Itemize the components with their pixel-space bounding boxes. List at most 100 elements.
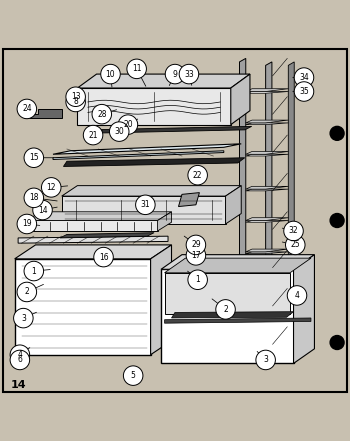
Circle shape	[101, 64, 120, 84]
Circle shape	[66, 92, 85, 112]
Text: 34: 34	[299, 73, 309, 82]
Text: 14: 14	[38, 206, 47, 214]
Polygon shape	[25, 109, 62, 118]
Polygon shape	[158, 212, 172, 231]
Polygon shape	[246, 154, 288, 156]
Polygon shape	[246, 318, 288, 320]
Circle shape	[24, 188, 43, 208]
Polygon shape	[77, 88, 231, 125]
Polygon shape	[246, 287, 288, 288]
Circle shape	[124, 366, 143, 385]
Polygon shape	[53, 151, 224, 160]
Circle shape	[286, 235, 305, 254]
Polygon shape	[15, 259, 150, 355]
Circle shape	[14, 308, 33, 328]
Text: 9: 9	[173, 70, 177, 78]
Polygon shape	[27, 212, 171, 220]
Text: 4: 4	[18, 350, 22, 359]
Polygon shape	[239, 58, 246, 362]
Polygon shape	[18, 236, 168, 243]
Text: 31: 31	[141, 200, 150, 209]
Circle shape	[10, 350, 30, 370]
Text: 30: 30	[114, 127, 124, 136]
Text: 15: 15	[29, 153, 38, 162]
Text: 22: 22	[193, 171, 202, 179]
Polygon shape	[294, 254, 314, 363]
Polygon shape	[62, 186, 241, 196]
Circle shape	[24, 261, 43, 281]
Text: 13: 13	[71, 92, 80, 101]
Circle shape	[17, 282, 37, 302]
Text: 19: 19	[22, 220, 32, 228]
Text: 35: 35	[299, 87, 309, 96]
Polygon shape	[172, 312, 294, 318]
Text: 18: 18	[29, 193, 38, 202]
Circle shape	[294, 82, 314, 101]
Circle shape	[179, 64, 199, 84]
Polygon shape	[161, 269, 294, 363]
Text: 3: 3	[21, 314, 26, 323]
Text: 16: 16	[99, 253, 108, 262]
Polygon shape	[164, 273, 290, 314]
Text: 14: 14	[11, 380, 27, 389]
Polygon shape	[246, 220, 288, 222]
Polygon shape	[231, 74, 250, 125]
Circle shape	[66, 87, 85, 107]
Text: 5: 5	[131, 371, 135, 380]
Polygon shape	[246, 350, 288, 353]
Text: 12: 12	[47, 183, 56, 192]
Circle shape	[287, 286, 307, 305]
Polygon shape	[77, 74, 250, 88]
Text: 20: 20	[123, 120, 133, 129]
Polygon shape	[246, 353, 288, 355]
Circle shape	[330, 336, 344, 349]
Circle shape	[284, 221, 303, 241]
Polygon shape	[246, 89, 288, 92]
Circle shape	[110, 122, 129, 142]
Text: 8: 8	[73, 97, 78, 106]
Circle shape	[83, 125, 103, 145]
Polygon shape	[150, 245, 172, 355]
Polygon shape	[225, 186, 241, 224]
Text: 24: 24	[22, 105, 32, 113]
Text: 29: 29	[191, 240, 201, 250]
Polygon shape	[246, 187, 288, 189]
Polygon shape	[246, 189, 288, 191]
Circle shape	[10, 345, 30, 364]
Polygon shape	[15, 245, 172, 259]
Polygon shape	[246, 284, 288, 287]
Polygon shape	[53, 144, 241, 154]
Polygon shape	[246, 151, 288, 154]
Text: 28: 28	[97, 110, 106, 119]
Circle shape	[17, 99, 37, 119]
Text: 17: 17	[191, 251, 201, 260]
Circle shape	[165, 64, 185, 84]
Circle shape	[135, 195, 155, 215]
Text: 3: 3	[263, 355, 268, 364]
Polygon shape	[288, 62, 294, 355]
Text: 1: 1	[195, 275, 200, 284]
Polygon shape	[178, 193, 199, 206]
Text: 33: 33	[184, 70, 194, 78]
Text: 11: 11	[132, 64, 141, 73]
Polygon shape	[62, 196, 225, 224]
Text: 2: 2	[223, 305, 228, 314]
Polygon shape	[161, 254, 314, 269]
Polygon shape	[164, 318, 311, 323]
Text: 25: 25	[290, 240, 300, 250]
Polygon shape	[246, 249, 288, 252]
Text: 32: 32	[289, 227, 298, 235]
Polygon shape	[164, 258, 311, 273]
Circle shape	[330, 127, 344, 140]
Text: 6: 6	[18, 355, 22, 364]
Circle shape	[188, 165, 208, 185]
Text: 21: 21	[88, 131, 98, 140]
Circle shape	[118, 115, 138, 135]
Polygon shape	[246, 252, 288, 254]
Text: 1: 1	[32, 266, 36, 276]
Circle shape	[33, 200, 52, 220]
Circle shape	[17, 214, 37, 234]
Circle shape	[94, 247, 113, 267]
Polygon shape	[246, 123, 288, 125]
Circle shape	[42, 178, 61, 197]
